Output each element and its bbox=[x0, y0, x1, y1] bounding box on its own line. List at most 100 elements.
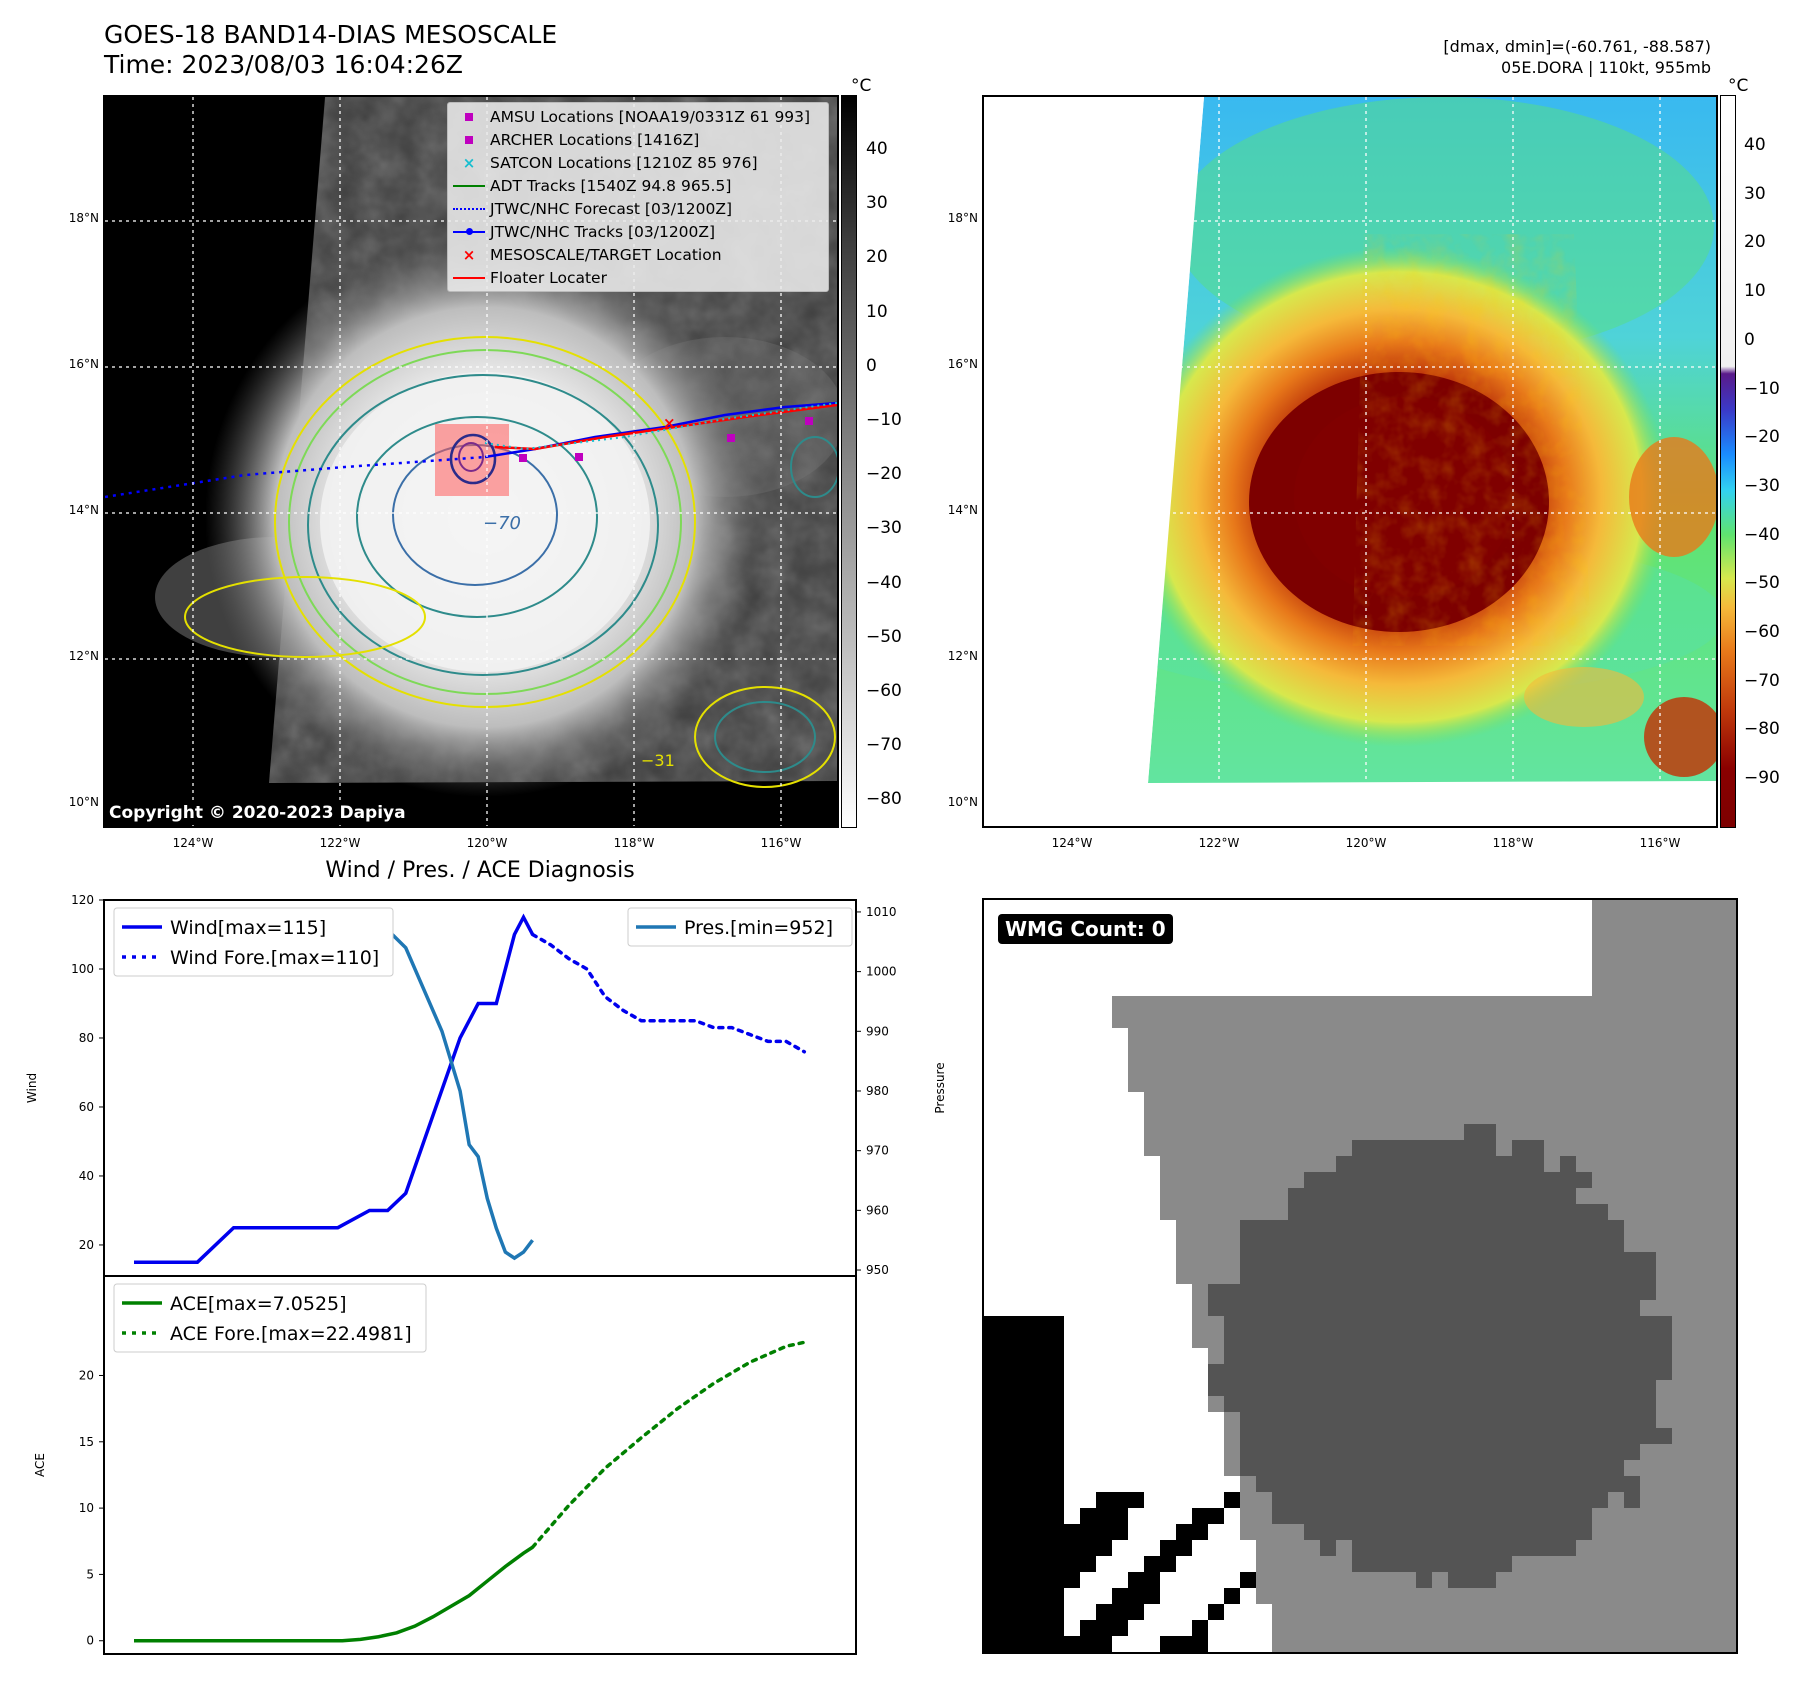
wmg-cell bbox=[1176, 1028, 1192, 1044]
wmg-cell bbox=[1560, 1428, 1576, 1444]
wmg-cell bbox=[1608, 1428, 1624, 1444]
storm-summary: [dmax, dmin]=(-60.761, -88.587) 05E.DORA… bbox=[1111, 36, 1711, 78]
wmg-cell bbox=[1704, 1588, 1720, 1604]
wmg-cell bbox=[1288, 1300, 1304, 1316]
wmg-cell bbox=[1320, 1636, 1336, 1652]
wmg-cell bbox=[1096, 1636, 1112, 1652]
y-tick-label: 120 bbox=[71, 893, 94, 907]
wmg-cell bbox=[1656, 1620, 1672, 1636]
wmg-cell bbox=[1592, 1460, 1608, 1476]
wmg-cell bbox=[1400, 1316, 1416, 1332]
wmg-cell bbox=[1336, 1236, 1352, 1252]
wmg-cell bbox=[1160, 1124, 1176, 1140]
wmg-cell bbox=[1528, 1220, 1544, 1236]
wmg-cell bbox=[1416, 1124, 1432, 1140]
wmg-cell bbox=[1576, 1428, 1592, 1444]
wmg-cell bbox=[1352, 1156, 1368, 1172]
wmg-cell bbox=[1528, 1284, 1544, 1300]
wmg-cell bbox=[1560, 1572, 1576, 1588]
wmg-cell bbox=[1416, 1252, 1432, 1268]
wmg-cell bbox=[1528, 1156, 1544, 1172]
wmg-cell bbox=[1544, 1556, 1560, 1572]
wmg-cell bbox=[1672, 1380, 1688, 1396]
wmg-cell bbox=[1224, 1044, 1240, 1060]
wmg-cell bbox=[1272, 1268, 1288, 1284]
wmg-cell bbox=[1352, 1588, 1368, 1604]
wmg-cell bbox=[1608, 1204, 1624, 1220]
wmg-cell bbox=[1704, 1444, 1720, 1460]
wmg-cell bbox=[1128, 1044, 1144, 1060]
wmg-cell bbox=[1560, 1028, 1576, 1044]
wmg-cell bbox=[1272, 1316, 1288, 1332]
wmg-cell bbox=[1320, 1124, 1336, 1140]
wmg-cell bbox=[1336, 1204, 1352, 1220]
wmg-cell bbox=[1608, 1108, 1624, 1124]
wmg-cell bbox=[1480, 1284, 1496, 1300]
wmg-cell bbox=[1448, 1220, 1464, 1236]
wmg-cell bbox=[1704, 1636, 1720, 1652]
wmg-cell bbox=[1464, 1636, 1480, 1652]
wmg-cell bbox=[1496, 1524, 1512, 1540]
wmg-cell bbox=[1320, 1044, 1336, 1060]
legend-label: MESOSCALE/TARGET Location bbox=[490, 245, 722, 264]
wmg-cell bbox=[1016, 1476, 1032, 1492]
wmg-cell bbox=[1448, 1300, 1464, 1316]
wmg-cell bbox=[1496, 1124, 1512, 1140]
wmg-cell bbox=[1144, 1124, 1160, 1140]
wmg-cell bbox=[1720, 1140, 1736, 1156]
wmg-cell bbox=[1352, 1636, 1368, 1652]
wmg-cell bbox=[1192, 1300, 1208, 1316]
wmg-cell bbox=[1640, 996, 1656, 1012]
wmg-cell bbox=[1288, 1396, 1304, 1412]
wmg-cell bbox=[1288, 1140, 1304, 1156]
wmg-cell bbox=[1496, 1380, 1512, 1396]
wmg-cell bbox=[1720, 1364, 1736, 1380]
wmg-cell bbox=[1640, 1332, 1656, 1348]
colorbar-tick: −30 bbox=[1744, 475, 1780, 496]
wmg-cell bbox=[1688, 948, 1704, 964]
wmg-cell bbox=[1048, 1556, 1064, 1572]
wmg-cell bbox=[1192, 996, 1208, 1012]
wmg-cell bbox=[1224, 1588, 1240, 1604]
colorbar-tick: −70 bbox=[1744, 670, 1780, 691]
wmg-cell bbox=[1688, 1044, 1704, 1060]
wmg-cell bbox=[1384, 1060, 1400, 1076]
wmg-cell bbox=[1432, 1140, 1448, 1156]
wmg-cell bbox=[1688, 932, 1704, 948]
wmg-cell bbox=[1480, 1172, 1496, 1188]
wmg-cell bbox=[1688, 1156, 1704, 1172]
wmg-cell bbox=[1320, 1236, 1336, 1252]
wmg-cell bbox=[1240, 1300, 1256, 1316]
wmg-cell bbox=[1496, 1540, 1512, 1556]
wmg-cell bbox=[1528, 1140, 1544, 1156]
wmg-cell bbox=[1496, 1060, 1512, 1076]
wmg-cell bbox=[1048, 1348, 1064, 1364]
wmg-cell bbox=[1592, 1284, 1608, 1300]
wmg-cell bbox=[1336, 1076, 1352, 1092]
wmg-cell bbox=[1512, 1188, 1528, 1204]
pressure-axis-label: Pressure bbox=[933, 1062, 947, 1113]
wmg-cell bbox=[1192, 1028, 1208, 1044]
wmg-cell bbox=[1416, 1012, 1432, 1028]
wmg-cell bbox=[1512, 1124, 1528, 1140]
wmg-cell bbox=[1032, 1476, 1048, 1492]
wmg-cell bbox=[1464, 1188, 1480, 1204]
legend-symbol bbox=[448, 184, 490, 187]
wmg-cell bbox=[1496, 1220, 1512, 1236]
wmg-cell bbox=[1160, 1540, 1176, 1556]
wmg-cell bbox=[1352, 1524, 1368, 1540]
wmg-cell bbox=[1464, 1028, 1480, 1044]
wmg-cell bbox=[1384, 1556, 1400, 1572]
wmg-cell bbox=[1672, 1012, 1688, 1028]
wmg-cell bbox=[1608, 1140, 1624, 1156]
wmg-cell bbox=[1384, 1220, 1400, 1236]
wmg-cell bbox=[1240, 1572, 1256, 1588]
wmg-cell bbox=[1352, 1140, 1368, 1156]
wmg-cell bbox=[1048, 1396, 1064, 1412]
wmg-cell bbox=[1496, 1268, 1512, 1284]
wmg-cell bbox=[1464, 1060, 1480, 1076]
wmg-cell bbox=[1640, 1316, 1656, 1332]
wmg-cell bbox=[1640, 1188, 1656, 1204]
wmg-cell bbox=[1032, 1428, 1048, 1444]
wmg-cell bbox=[1480, 1492, 1496, 1508]
